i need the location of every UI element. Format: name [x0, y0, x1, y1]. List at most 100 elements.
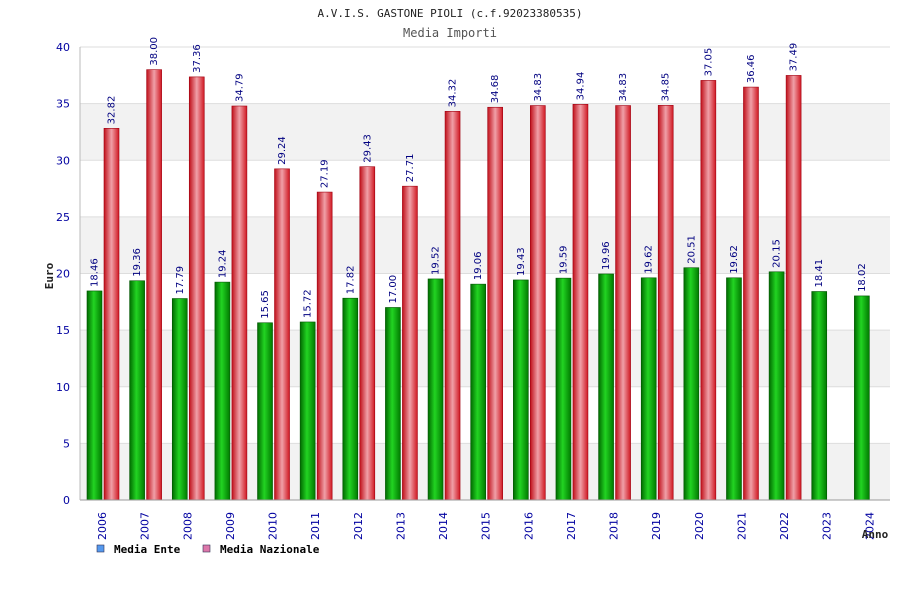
- data-label-nazionale: 34.68: [490, 75, 501, 104]
- chart-subtitle: Media Importi: [403, 26, 497, 40]
- bar-media-ente: [342, 297, 359, 501]
- x-tick-label: 2024: [863, 512, 876, 540]
- x-tick-label: 2011: [309, 512, 322, 540]
- data-label-nazionale: 34.32: [448, 79, 459, 108]
- bar-media-nazionale: [188, 76, 205, 501]
- y-tick-label: 15: [56, 324, 70, 337]
- data-label-ente: 17.82: [345, 266, 356, 295]
- y-tick-label: 30: [56, 154, 70, 167]
- data-label-nazionale: 34.94: [575, 72, 586, 101]
- data-label-nazionale: 32.82: [107, 96, 118, 125]
- bar-media-nazionale: [231, 105, 248, 501]
- data-label-nazionale: 34.83: [533, 73, 544, 102]
- data-label-ente: 19.36: [132, 248, 143, 277]
- data-labels: 18.46 32.82 19.36 38.00 17.79 37.36 19.24 34.79…: [90, 37, 868, 319]
- data-label-ente: 20.15: [772, 239, 783, 268]
- data-label-ente: 20.51: [686, 235, 697, 264]
- y-tick-label: 25: [56, 211, 70, 224]
- data-label-ente: 19.62: [644, 245, 655, 274]
- bar-media-ente: [257, 322, 273, 501]
- x-tick-label: 2007: [139, 512, 152, 540]
- bar-media-nazionale: [572, 104, 589, 501]
- data-label-ente: 17.00: [388, 275, 399, 304]
- x-tick-label: 2008: [181, 512, 194, 540]
- x-tick-label: 2021: [735, 512, 748, 540]
- bar-media-ente: [768, 271, 785, 501]
- y-tick-label: 10: [56, 381, 70, 394]
- bar-media-nazionale: [743, 86, 759, 501]
- y-tick-label: 35: [56, 98, 70, 111]
- data-label-ente: 19.59: [558, 246, 569, 275]
- data-label-ente: 19.24: [217, 249, 228, 278]
- x-tick-label: 2015: [480, 512, 493, 540]
- data-label-ente: 18.02: [857, 263, 868, 292]
- legend-item-ente: Media Ente: [96, 543, 181, 556]
- data-label-nazionale: 34.85: [661, 73, 672, 102]
- bar-media-nazionale: [657, 105, 674, 501]
- x-tick-label: 2019: [650, 512, 663, 540]
- y-axis-ticks: 0 5 10 15 20 25 30 35 40: [56, 41, 70, 507]
- data-label-nazionale: 37.49: [789, 43, 800, 72]
- bar-media-nazionale: [487, 106, 503, 501]
- data-label-nazionale: 37.05: [703, 48, 714, 77]
- data-label-ente: 18.41: [814, 259, 825, 288]
- x-axis-ticks: 2006 2007 2008 2009 2010 2011 2012 2013 2014 2015…: [96, 512, 876, 540]
- bar-media-ente: [470, 283, 486, 501]
- data-label-ente: 19.52: [431, 246, 442, 275]
- bar-media-ente: [683, 267, 700, 501]
- bar-media-nazionale: [274, 168, 290, 501]
- bar-media-nazionale: [359, 166, 376, 501]
- x-tick-label: 2010: [267, 512, 280, 540]
- data-label-nazionale: 29.43: [362, 134, 373, 163]
- bar-media-nazionale: [444, 111, 461, 501]
- data-label-ente: 19.62: [729, 245, 740, 274]
- y-tick-label: 5: [63, 437, 70, 450]
- data-label-ente: 19.06: [473, 252, 484, 281]
- bar-media-nazionale: [316, 191, 333, 501]
- data-label-ente: 15.65: [260, 290, 271, 319]
- x-tick-label: 2022: [778, 512, 791, 540]
- bar-media-ente: [171, 298, 188, 501]
- x-axis-label: Anno: [862, 528, 889, 541]
- chart-title: A.V.I.S. GASTONE PIOLI (c.f.92023380535): [318, 7, 583, 20]
- data-label-nazionale: 34.83: [618, 73, 629, 102]
- bar-media-nazionale: [530, 105, 546, 501]
- data-label-nazionale: 36.46: [746, 54, 757, 83]
- bar-media-nazionale: [402, 185, 418, 501]
- y-axis-label: Euro: [43, 262, 56, 289]
- data-label-ente: 17.79: [175, 266, 186, 295]
- y-tick-label: 0: [63, 494, 70, 507]
- bar-media-nazionale: [146, 69, 162, 501]
- bar-media-nazionale: [615, 105, 631, 501]
- bar-media-ente: [726, 277, 742, 501]
- data-label-nazionale: 38.00: [149, 37, 160, 66]
- bar-media-ente: [385, 307, 401, 501]
- legend-item-nazionale: Media Nazionale: [202, 543, 320, 556]
- bar-media-nazionale: [785, 75, 802, 501]
- x-tick-label: 2009: [224, 512, 237, 540]
- legend: Media Ente Media Nazionale: [96, 543, 320, 556]
- y-tick-label: 20: [56, 268, 70, 281]
- bar-media-ente: [513, 279, 529, 501]
- x-tick-label: 2023: [821, 512, 834, 540]
- data-label-nazionale: 27.71: [405, 154, 416, 183]
- x-tick-label: 2012: [352, 512, 365, 540]
- bar-media-ente: [854, 295, 870, 501]
- bar-media-nazionale: [700, 80, 717, 501]
- legend-label-ente: Media Ente: [114, 543, 181, 556]
- bar-media-ente: [811, 291, 828, 501]
- bar-media-ente: [299, 321, 316, 501]
- x-tick-label: 2017: [565, 512, 578, 540]
- bar-media-ente: [214, 281, 231, 501]
- x-tick-label: 2013: [394, 512, 407, 540]
- data-label-ente: 19.43: [516, 247, 527, 276]
- bar-media-ente: [555, 277, 572, 501]
- data-label-ente: 15.72: [303, 289, 314, 318]
- bar-media-ente: [129, 280, 145, 501]
- x-tick-label: 2020: [693, 512, 706, 540]
- bar-media-nazionale: [103, 128, 120, 501]
- x-tick-label: 2016: [522, 512, 535, 540]
- data-label-ente: 18.46: [90, 258, 101, 287]
- data-label-nazionale: 37.36: [192, 44, 203, 73]
